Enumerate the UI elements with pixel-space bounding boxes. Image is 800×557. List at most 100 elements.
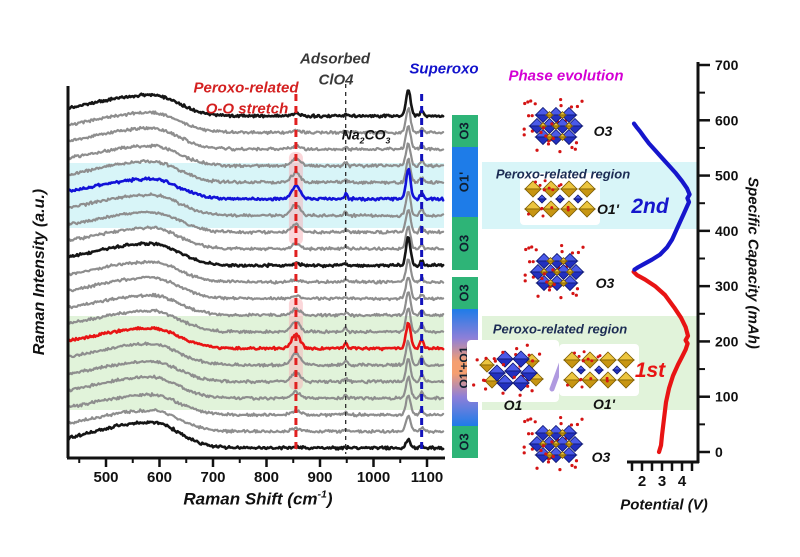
structure-o3-top-oxygen-dot (573, 147, 577, 151)
structure-o1p-bottom-polyhedron (563, 359, 581, 369)
structure-o1-octahedron (488, 372, 506, 382)
structure-o3-bottom-oxygen-dot (580, 417, 584, 421)
structure-o3-top-octahedron (560, 136, 578, 146)
structure-o3-mid-octahedron (529, 271, 547, 281)
structure-o3-bottom-octahedron (560, 432, 578, 442)
structure-o1-oxygen-dot (512, 375, 516, 379)
phase-bar-segment-1 (452, 147, 478, 217)
structure-o3-mid-oxygen-dot (560, 250, 564, 254)
structure-o1p-bottom-oxygen-dot (586, 357, 590, 361)
structure-o1p-bottom-oxygen-dot (577, 354, 581, 358)
structure-o1-octahedron (504, 370, 522, 380)
raman-trace-15-gray (67, 339, 445, 368)
structure-o3-bottom-oxygen-dot (523, 419, 527, 424)
structure-o1p-bottom-oxygen-dot (590, 359, 594, 363)
structure-o1-oxygen-dot (475, 358, 479, 362)
structure-o1-polyhedron (528, 378, 544, 387)
raman-x-tick-label: 500 (93, 469, 118, 486)
structure-o3-bottom-octahedron (534, 432, 552, 442)
structure-o3-bottom-octahedron (534, 454, 552, 464)
structure-o1p-top-polyhedron (578, 208, 596, 218)
structure-o1p-top-oxygen-dot (538, 183, 542, 187)
structure-o3-bottom-oxygen-dot (570, 463, 574, 468)
structure-o1-oxygen-dot (483, 387, 488, 391)
capacity-tick-label: 700 (715, 57, 739, 73)
structure-o1p-top-oxygen-dot (534, 180, 538, 184)
phase-evolution-title: Phase evolution (508, 67, 624, 85)
cycle-curve-1st (631, 269, 691, 455)
structure-o3-top-oxygen-dot (550, 122, 554, 126)
structure-o3-mid-oxygen-dot (552, 282, 556, 287)
structure-o3-top-octahedron (534, 136, 552, 146)
structure-o1-octahedron (496, 358, 514, 368)
structure-o3-bottom-oxygen-dot (530, 447, 534, 451)
structure-label-o3-bottom: O3 (591, 449, 611, 465)
potential-tick-label: 2 (638, 473, 646, 490)
structure-o3-mid-oxygen-dot (534, 248, 538, 252)
structure-o1p-bottom-oxygen-dot (605, 376, 609, 380)
raman-x-axis-title: Raman Shift (cm-1) (183, 489, 332, 510)
raman-trace-12-gray (67, 291, 445, 318)
structure-o3-mid-na-site (546, 282, 555, 287)
structure-o3-bottom-oxygen-dot (533, 420, 537, 424)
structure-o3-bottom-oxygen-dot (559, 415, 563, 420)
structure-o1-oxygen-dot (537, 352, 542, 356)
structure-o1p-bottom-polyhedron (581, 359, 599, 369)
structure-o1p-bottom-oxygen-dot (589, 377, 593, 381)
structure-label-o1p-top: O1' (596, 201, 620, 217)
structure-o3-mid-oxygen-dot (576, 250, 581, 255)
structure-o3-top-na-site (564, 125, 574, 130)
structure-o3-mid-oxygen-dot (551, 268, 555, 272)
structure-o3-mid-na-site (552, 271, 562, 276)
structure-o3-mid-octahedron (567, 271, 585, 281)
structure-o1p-top-octahedron (555, 198, 565, 204)
structure-o3-mid-oxygen-dot (545, 280, 549, 284)
raman-trace-10-gray (67, 258, 445, 285)
peroxo-region-label-1st: Peroxo-related region (492, 321, 628, 337)
structure-o3-mid-oxygen-dot (559, 296, 563, 300)
raman-x-tick-label: 1100 (411, 469, 444, 486)
structure-o3-top-na-site (545, 114, 554, 119)
structure-o3-top-octahedron (554, 125, 571, 135)
potential-axis-title: Potential (V) (620, 496, 708, 514)
structure-o1-oxygen-dot (501, 363, 506, 367)
structure-o3-bottom-oxygen-dot (551, 454, 555, 459)
na2co3-annotation: Na2CO3 (341, 126, 391, 146)
structure-o1p-top-polyhedron (560, 188, 578, 198)
structure-o3-bottom-octahedron (528, 443, 546, 453)
structure-o1p-bottom-oxygen-dot (605, 379, 609, 383)
raman-trace-0-black (67, 89, 445, 119)
structure-o1p-bottom-oxygen-dot (580, 385, 584, 389)
structure-o3-top-octahedron (534, 114, 552, 124)
structure-o1p-bottom-polyhedron (599, 359, 617, 369)
raman-trace-4-gray (67, 157, 445, 185)
structure-o1p-top-polyhedron (524, 188, 542, 198)
structure-o3-mid-oxygen-dot (523, 273, 527, 277)
cycle-label-1st: 1st (634, 359, 666, 382)
structure-o3-top-oxygen-dot (522, 133, 526, 137)
structure-o1p-top-oxygen-dot (547, 186, 551, 190)
phase-bar-label-2: O3 (456, 235, 471, 252)
raman-trace-18-gray (67, 392, 445, 418)
structure-o1p-top-oxygen-dot (539, 207, 543, 211)
raman-trace-16-gray (67, 358, 445, 385)
structure-o1-octahedron (520, 372, 538, 382)
structure-label-o1: O1 (503, 397, 523, 413)
structure-o3-top-octahedron (547, 114, 565, 124)
structure-o1p-top-octahedron (573, 198, 583, 204)
raman-x-axis-title-sup: -1 (317, 488, 327, 501)
structure-label-o3-mid: O3 (595, 275, 615, 291)
structure-o1-oxygen-dot (525, 343, 529, 347)
raman-trace-5-blue (67, 167, 445, 202)
structure-o3-mid-na-site (559, 282, 568, 287)
structure-o3-top-oxygen-dot (529, 99, 533, 103)
structure-o3-bottom-oxygen-dot (526, 418, 530, 422)
structure-o3-mid-oxygen-dot (530, 245, 534, 249)
adsorbed-clo4-annotation-line2: ClO4 (318, 71, 354, 89)
raman-trace-11-gray (67, 275, 445, 302)
structure-o3-bottom-oxygen-dot (559, 422, 563, 426)
structure-o3-top-oxygen-dot (530, 114, 534, 118)
capacity-tick-label: 500 (715, 168, 739, 184)
structure-o1-polyhedron (479, 364, 495, 373)
structure-o1p-bottom-polyhedron (581, 379, 599, 389)
